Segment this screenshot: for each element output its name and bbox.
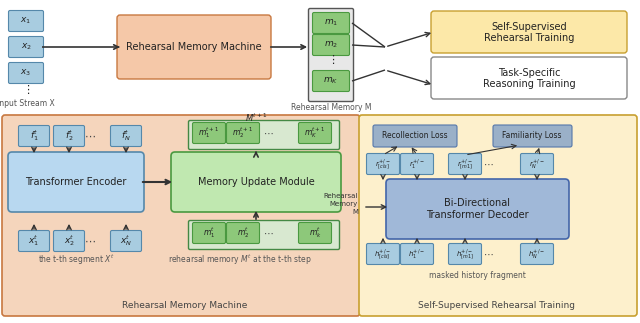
Text: Familiarity Loss: Familiarity Loss	[502, 131, 562, 141]
FancyBboxPatch shape	[189, 221, 339, 249]
Text: Transformer Decoder: Transformer Decoder	[426, 210, 528, 220]
Text: $x_3$: $x_3$	[20, 68, 31, 78]
Text: Transformer Encoder: Transformer Encoder	[26, 177, 127, 187]
Text: $x_2^t$: $x_2^t$	[63, 234, 74, 248]
FancyBboxPatch shape	[8, 36, 44, 57]
FancyBboxPatch shape	[111, 231, 141, 252]
FancyBboxPatch shape	[19, 231, 49, 252]
Text: $f_N^t$: $f_N^t$	[121, 129, 131, 143]
Text: $x_1^t$: $x_1^t$	[28, 234, 40, 248]
Text: Rehearsal: Rehearsal	[324, 193, 358, 199]
FancyBboxPatch shape	[117, 15, 271, 79]
Text: $\cdots$: $\cdots$	[84, 131, 96, 141]
FancyBboxPatch shape	[401, 244, 433, 265]
FancyBboxPatch shape	[449, 244, 481, 265]
Text: $\cdots$: $\cdots$	[483, 159, 493, 169]
Text: $x_N^t$: $x_N^t$	[120, 234, 132, 248]
Text: Memory: Memory	[330, 201, 358, 207]
FancyBboxPatch shape	[308, 8, 353, 101]
FancyBboxPatch shape	[431, 11, 627, 53]
FancyBboxPatch shape	[367, 244, 399, 265]
FancyBboxPatch shape	[8, 62, 44, 84]
FancyBboxPatch shape	[359, 115, 637, 316]
Text: $\cdots$: $\cdots$	[84, 236, 96, 246]
Text: $h_N^{+/-}$: $h_N^{+/-}$	[529, 247, 545, 261]
FancyBboxPatch shape	[171, 152, 341, 212]
Text: $m_2^t$: $m_2^t$	[237, 225, 249, 240]
Text: $m_1^{t+1}$: $m_1^{t+1}$	[198, 126, 220, 141]
Text: $x_1$: $x_1$	[20, 16, 31, 26]
Text: $\cdots$: $\cdots$	[483, 249, 493, 259]
Text: $\cdots$: $\cdots$	[262, 128, 273, 138]
Text: Bi-Directional: Bi-Directional	[444, 198, 510, 208]
Text: M: M	[352, 209, 358, 215]
FancyBboxPatch shape	[449, 153, 481, 174]
FancyBboxPatch shape	[54, 126, 84, 147]
Text: Rehearsal Memory Machine: Rehearsal Memory Machine	[126, 42, 262, 52]
FancyBboxPatch shape	[2, 115, 360, 316]
FancyBboxPatch shape	[312, 13, 349, 34]
FancyBboxPatch shape	[19, 126, 49, 147]
FancyBboxPatch shape	[386, 179, 569, 239]
FancyBboxPatch shape	[193, 223, 225, 244]
Text: $M^{t+1}$: $M^{t+1}$	[244, 112, 268, 124]
Text: $\cdots$: $\cdots$	[262, 228, 273, 238]
FancyBboxPatch shape	[520, 244, 554, 265]
FancyBboxPatch shape	[227, 122, 259, 143]
Text: Input Stream X: Input Stream X	[0, 99, 55, 108]
FancyBboxPatch shape	[193, 122, 225, 143]
Text: rehearsal memory $M^t$ at the t-th step: rehearsal memory $M^t$ at the t-th step	[168, 253, 312, 267]
Text: $\vdots$: $\vdots$	[327, 54, 335, 67]
Text: Rehearsal Training: Rehearsal Training	[484, 33, 574, 43]
FancyBboxPatch shape	[367, 153, 399, 174]
FancyBboxPatch shape	[493, 125, 572, 147]
Text: Recollection Loss: Recollection Loss	[382, 131, 448, 141]
Text: $x_2$: $x_2$	[20, 42, 31, 52]
Text: $r_{[m1]}^{+/-}$: $r_{[m1]}^{+/-}$	[457, 157, 473, 171]
FancyBboxPatch shape	[298, 223, 332, 244]
FancyBboxPatch shape	[227, 223, 259, 244]
Text: $r_{[cls]}^{+/-}$: $r_{[cls]}^{+/-}$	[375, 157, 391, 171]
Text: $r_N^{+/-}$: $r_N^{+/-}$	[529, 157, 545, 171]
Text: Self-Supervised Rehearsal Training: Self-Supervised Rehearsal Training	[419, 301, 575, 310]
Text: Task-Specific: Task-Specific	[498, 68, 560, 78]
FancyBboxPatch shape	[111, 126, 141, 147]
FancyBboxPatch shape	[373, 125, 457, 147]
FancyBboxPatch shape	[312, 35, 349, 56]
FancyBboxPatch shape	[401, 153, 433, 174]
Text: Rehearsal Memory Machine: Rehearsal Memory Machine	[122, 301, 248, 310]
Text: $h_1^{+/-}$: $h_1^{+/-}$	[408, 247, 426, 261]
FancyBboxPatch shape	[8, 11, 44, 32]
FancyBboxPatch shape	[312, 70, 349, 91]
Text: Rehearsal Memory M: Rehearsal Memory M	[291, 102, 371, 111]
Text: $m_1$: $m_1$	[324, 18, 338, 28]
Text: $h_{[cls]}^{+/-}$: $h_{[cls]}^{+/-}$	[374, 247, 392, 261]
Text: $m_2^{t+1}$: $m_2^{t+1}$	[232, 126, 253, 141]
FancyBboxPatch shape	[189, 120, 339, 150]
FancyBboxPatch shape	[298, 122, 332, 143]
FancyBboxPatch shape	[520, 153, 554, 174]
Text: $\vdots$: $\vdots$	[22, 84, 30, 97]
Text: masked history fragment: masked history fragment	[429, 270, 525, 279]
Text: $m_K^{t+1}$: $m_K^{t+1}$	[305, 126, 326, 141]
FancyBboxPatch shape	[54, 231, 84, 252]
Text: $f_1^t$: $f_1^t$	[29, 129, 38, 143]
Text: Self-Supervised: Self-Supervised	[491, 22, 567, 32]
Text: $m_2$: $m_2$	[324, 40, 338, 50]
FancyBboxPatch shape	[8, 152, 144, 212]
Text: Memory Update Module: Memory Update Module	[198, 177, 314, 187]
Text: $m_K$: $m_K$	[323, 76, 339, 86]
Text: Reasoning Training: Reasoning Training	[483, 79, 575, 89]
Text: $h_{[m1]}^{+/-}$: $h_{[m1]}^{+/-}$	[456, 247, 474, 261]
Text: the t-th segment $X^t$: the t-th segment $X^t$	[38, 253, 115, 267]
Text: $f_2^t$: $f_2^t$	[65, 129, 74, 143]
Text: $m_1^t$: $m_1^t$	[203, 225, 215, 240]
Text: $m_k^t$: $m_k^t$	[308, 225, 321, 240]
Text: $r_1^{+/-}$: $r_1^{+/-}$	[409, 157, 425, 171]
FancyBboxPatch shape	[431, 57, 627, 99]
